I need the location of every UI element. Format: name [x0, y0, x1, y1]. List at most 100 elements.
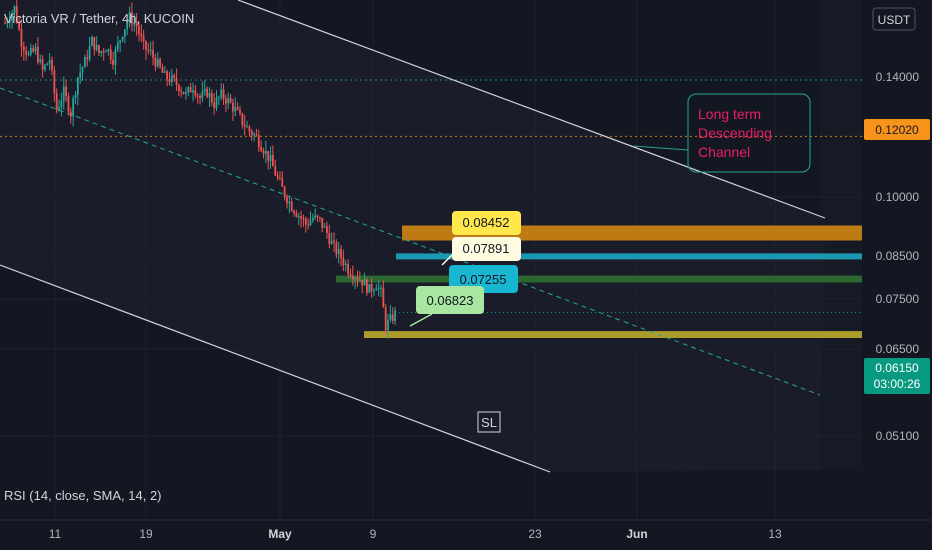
candle-body: [288, 201, 291, 204]
candle-body: [25, 50, 28, 55]
candle-body: [225, 98, 227, 104]
candle-body: [170, 75, 173, 83]
candle-body: [91, 37, 93, 47]
candle-body: [351, 275, 354, 279]
candle-body: [109, 49, 112, 60]
candle-body: [347, 263, 349, 274]
candle-body: [272, 155, 274, 167]
candle-body: [304, 218, 307, 225]
last-price-label: 0.06150: [875, 361, 919, 375]
candle-body: [194, 90, 197, 96]
candle-body: [67, 96, 70, 112]
candle-body: [37, 46, 39, 63]
candle-body: [196, 95, 199, 97]
price-tick-label: 0.05100: [876, 429, 920, 443]
currency-box[interactable]: [872, 7, 916, 31]
target-1-badge[interactable]: [452, 211, 521, 235]
candle-body: [375, 288, 378, 291]
candle-body: [380, 287, 382, 289]
candle-body: [361, 280, 364, 286]
candle-body: [264, 150, 267, 154]
candle-body: [391, 314, 394, 321]
zone-rect: [396, 253, 862, 260]
candle-body: [358, 280, 361, 282]
candle-body: [330, 240, 333, 244]
sl-box[interactable]: [477, 411, 501, 433]
time-tick-label: 19: [139, 527, 153, 541]
candle-body: [215, 97, 218, 109]
candle-body: [309, 220, 312, 225]
level-badge-label: 0.12020: [875, 123, 919, 137]
candle-body: [387, 319, 389, 331]
candle-body: [370, 284, 373, 292]
candle-body: [323, 226, 326, 228]
candle-body: [241, 113, 244, 126]
horizontal-levels: [0, 79, 862, 137]
candle-body: [185, 92, 187, 95]
candle-body: [11, 12, 13, 21]
time-tick-label: 23: [528, 527, 542, 541]
candle-body: [333, 240, 335, 243]
candle-body: [147, 49, 150, 51]
candle-body: [168, 79, 171, 83]
candle-body: [232, 102, 234, 112]
candle-body: [213, 102, 216, 109]
candle-body: [180, 90, 183, 92]
candle-body: [222, 89, 225, 99]
candle-body: [295, 213, 298, 217]
candle-body: [316, 215, 319, 218]
candle-body: [326, 226, 328, 234]
candle-body: [29, 48, 32, 54]
candle-body: [267, 150, 270, 161]
time-axis[interactable]: 11 19 May 9 23 Jun 13: [0, 519, 932, 550]
candle-body: [107, 49, 110, 52]
target-4-badge[interactable]: [416, 286, 484, 314]
price-tick-label: 0.14000: [876, 70, 920, 84]
time-tick-label: May: [268, 527, 292, 541]
candle-body: [123, 29, 126, 38]
channel-lower-line: [0, 264, 551, 473]
candle-body: [377, 287, 380, 289]
candle-body: [88, 46, 91, 60]
target-2-badge[interactable]: [452, 237, 521, 261]
candle-body: [39, 59, 42, 63]
candle-body: [373, 290, 375, 292]
candle-body: [20, 29, 23, 47]
candle-body: [65, 86, 67, 97]
candle-body: [84, 57, 86, 68]
candle-body: [98, 45, 100, 54]
candle-body: [46, 63, 49, 66]
candle-body: [300, 216, 302, 219]
candle-body: [363, 279, 366, 286]
candle-body: [121, 37, 124, 41]
candle-body: [208, 93, 211, 97]
candle-body: [337, 249, 340, 255]
candle-body: [93, 37, 96, 51]
candle-body: [182, 91, 185, 95]
rsi-indicator-label[interactable]: RSI (14, close, SMA, 14, 2): [4, 488, 162, 503]
candle-body: [128, 12, 131, 23]
candle-body: [86, 57, 89, 60]
candle-body: [236, 106, 239, 110]
candle-body: [368, 284, 371, 293]
candle-body: [187, 87, 190, 93]
candle-body: [51, 60, 53, 71]
channel-note-box[interactable]: [687, 93, 811, 173]
price-axis[interactable]: USDT 0.14000 0.10000 0.08500 0.07500 0.0…: [862, 0, 932, 520]
symbol-title[interactable]: Victoria VR / Tether, 4h, KUCOIN: [4, 11, 194, 26]
candle-body: [203, 88, 206, 92]
candle-body: [189, 87, 192, 93]
candle-body: [15, 6, 18, 23]
target-2-label: 0.07891: [463, 241, 510, 256]
candle-body: [328, 233, 331, 244]
candle-body: [290, 201, 293, 211]
time-tick-label: 13: [768, 527, 782, 541]
candle-body: [255, 134, 258, 136]
time-axis-background: [0, 520, 932, 550]
candle-body: [283, 186, 286, 198]
candle-body: [142, 36, 145, 42]
channel-lines: [0, 0, 826, 473]
candle-body: [302, 218, 305, 220]
candle-body: [311, 218, 314, 221]
